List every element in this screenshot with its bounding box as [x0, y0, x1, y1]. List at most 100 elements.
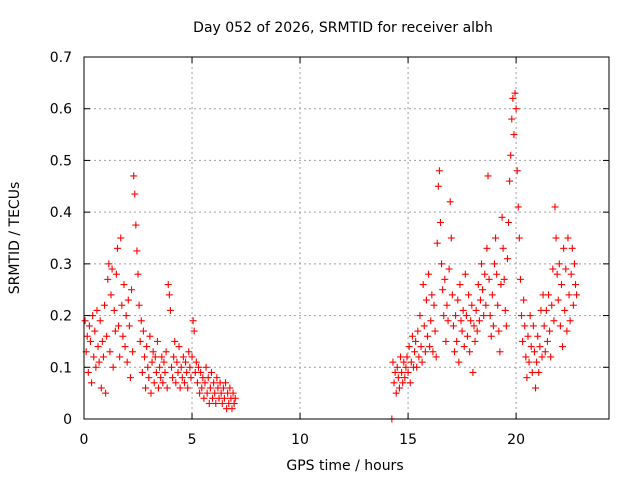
data-point [443, 301, 451, 309]
data-point [183, 368, 191, 376]
data-point [201, 379, 209, 387]
data-point [551, 203, 559, 211]
data-point [176, 384, 184, 392]
data-point [407, 358, 415, 366]
data-point [522, 353, 530, 361]
data-point [178, 374, 186, 382]
data-point [161, 368, 169, 376]
data-point [222, 379, 230, 387]
data-point [84, 368, 92, 376]
data-point [147, 389, 155, 397]
data-point [188, 353, 196, 361]
data-point [403, 353, 411, 361]
data-point [553, 270, 561, 278]
data-point [210, 379, 218, 387]
data-point [180, 379, 188, 387]
data-point [434, 182, 442, 190]
data-point [203, 389, 211, 397]
data-point [144, 363, 152, 371]
x-tick-label: 10 [291, 432, 309, 448]
data-point [547, 353, 555, 361]
data-point [445, 265, 453, 273]
data-point [548, 301, 556, 309]
data-point [395, 384, 403, 392]
data-point [391, 368, 399, 376]
data-point [99, 353, 107, 361]
data-point [489, 322, 497, 330]
data-point [230, 399, 238, 407]
x-tick-label: 20 [507, 432, 525, 448]
data-point [460, 343, 468, 351]
data-point [229, 389, 237, 397]
data-point [568, 244, 576, 252]
data-point [129, 348, 137, 356]
x-axis-label: GPS time / hours [286, 458, 403, 474]
data-point [486, 312, 494, 320]
data-point [559, 343, 567, 351]
data-point [207, 368, 215, 376]
data-point [462, 312, 470, 320]
data-point [189, 317, 197, 325]
data-point [110, 306, 118, 314]
data-point [159, 379, 167, 387]
data-point [96, 317, 104, 325]
data-point [393, 363, 401, 371]
data-point [125, 322, 133, 330]
x-tick-label: 15 [399, 432, 417, 448]
data-point [106, 348, 114, 356]
data-point [515, 234, 523, 242]
data-point [478, 260, 486, 268]
data-point [483, 244, 491, 252]
data-point [197, 368, 205, 376]
data-point [570, 260, 578, 268]
data-point [149, 348, 157, 356]
data-point [509, 94, 517, 102]
data-point [442, 337, 450, 345]
data-point [117, 234, 125, 242]
data-point [202, 363, 210, 371]
data-point [565, 291, 573, 299]
data-point [400, 358, 408, 366]
y-tick-labels: 0 0.1 0.2 0.3 0.4 0.5 0.6 0.7 [50, 50, 72, 428]
data-point [499, 244, 507, 252]
x-tick-label: 0 [80, 432, 89, 448]
plot-frame [83, 56, 610, 420]
data-point [472, 306, 480, 314]
data-point [436, 218, 444, 226]
data-point [394, 374, 402, 382]
data-point [226, 384, 234, 392]
data-point [414, 327, 422, 335]
data-point [541, 348, 549, 356]
data-point [457, 317, 465, 325]
data-point [495, 327, 503, 335]
x-tick-labels: 0 5 10 15 20 [80, 432, 525, 448]
data-point [130, 172, 138, 180]
data-point [447, 234, 455, 242]
x-tick-label: 5 [188, 432, 197, 448]
data-point [101, 301, 109, 309]
data-point [217, 389, 225, 397]
data-point [497, 281, 505, 289]
data-point [174, 368, 182, 376]
data-point [526, 312, 534, 320]
data-point [458, 327, 466, 335]
data-point [111, 327, 119, 335]
data-point [562, 265, 570, 273]
data-point [524, 332, 532, 340]
data-point [485, 275, 493, 283]
data-point [502, 322, 510, 330]
data-point [138, 368, 146, 376]
data-point [453, 337, 461, 345]
data-point [488, 291, 496, 299]
data-point [126, 374, 134, 382]
data-point [555, 260, 563, 268]
data-point [192, 358, 200, 366]
data-point [516, 275, 524, 283]
data-point [545, 291, 553, 299]
data-point [415, 353, 423, 361]
data-point [418, 358, 426, 366]
data-point [426, 343, 434, 351]
data-point [473, 327, 481, 335]
y-tick-label: 0.3 [50, 257, 72, 273]
data-point [420, 322, 428, 330]
